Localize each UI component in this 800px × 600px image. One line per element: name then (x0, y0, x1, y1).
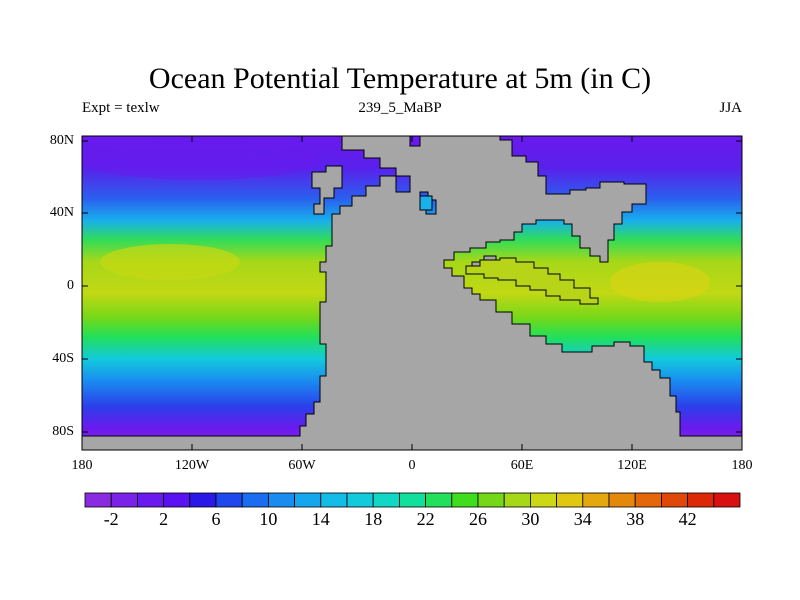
colorbar-swatch (477, 492, 505, 508)
experiment-label: Expt = texlw (82, 100, 160, 116)
x-tick-label: 0 (408, 458, 416, 473)
colorbar-label: 22 (416, 509, 435, 529)
colorbar-swatch (163, 492, 191, 508)
colorbar-swatch (661, 492, 689, 508)
colorbar-swatch (503, 492, 531, 508)
colorbar-swatch (136, 492, 164, 508)
colorbar-label: 34 (573, 509, 592, 529)
colorbar-label: 30 (521, 509, 540, 529)
colorbar-swatch (713, 492, 741, 508)
colorbar-label: 10 (259, 509, 278, 529)
y-tick-label: 40S (52, 351, 74, 366)
season-label: JJA (719, 100, 742, 116)
y-tick-label: 40N (49, 205, 74, 220)
y-tick-marks (82, 140, 742, 433)
x-tick-label: 60W (288, 458, 316, 473)
warm-patch-east (610, 262, 710, 302)
north-sea-patch (419, 195, 433, 211)
x-tick-label: 120E (617, 458, 647, 473)
x-tick-label: 60E (510, 458, 534, 473)
y-tick-label: 80S (52, 424, 74, 439)
y-tick-label: 0 (67, 278, 74, 293)
colorbar-label: 26 (469, 509, 487, 529)
colorbar-swatch (582, 492, 610, 508)
colorbar-swatch (372, 492, 400, 508)
inner-sea (465, 257, 599, 305)
x-tick-label: 120W (174, 458, 210, 473)
colorbar-label: -2 (103, 509, 119, 529)
colorbar-swatch (425, 492, 453, 508)
colorbar-swatch (608, 492, 636, 508)
colorbar-label: 6 (211, 509, 221, 529)
y-tick-label: 80N (49, 133, 74, 148)
colorbar-label: 14 (311, 509, 330, 529)
colorbar-swatch (530, 492, 558, 508)
colorbar-label: 38 (626, 509, 645, 529)
colorbar-swatch (634, 492, 662, 508)
colorbar-swatch (451, 492, 479, 508)
warm-patch-west (100, 244, 240, 280)
colorbar-swatch (687, 492, 715, 508)
colorbar-swatch (398, 492, 426, 508)
colorbar-swatch (110, 492, 138, 508)
colorbar-swatch (267, 492, 295, 508)
colorbar-swatch (346, 492, 374, 508)
land-pangea (82, 136, 742, 450)
colorbar-swatch (215, 492, 243, 508)
colorbar (84, 492, 741, 508)
x-tick-label: 180 (731, 458, 753, 473)
cold-patch-nw (82, 140, 320, 180)
colorbar-label: 42 (678, 509, 697, 529)
colorbar-swatch (320, 492, 348, 508)
colorbar-swatch (241, 492, 269, 508)
colorbar-label: 2 (159, 509, 169, 529)
x-tick-marks (81, 136, 743, 450)
colorbar-swatch (294, 492, 322, 508)
colorbar-label: 18 (364, 509, 383, 529)
x-tick-label: 180 (71, 458, 93, 473)
colorbar-swatch (84, 492, 112, 508)
colorbar-swatch (556, 492, 584, 508)
map-title: Ocean Potential Temperature at 5m (in C) (148, 62, 652, 95)
time-label: 239_5_MaBP (358, 100, 442, 116)
colorbar-swatch (189, 492, 217, 508)
